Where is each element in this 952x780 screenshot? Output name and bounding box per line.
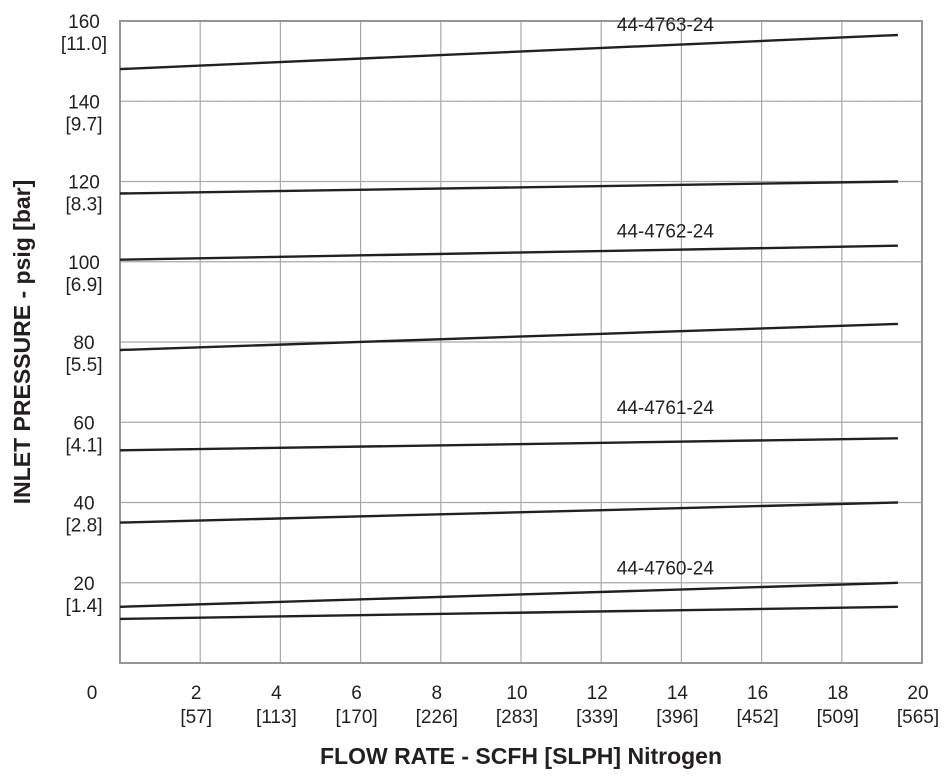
x-tick-label-metric: [170] xyxy=(335,707,377,728)
x-tick-label-metric: [226] xyxy=(416,707,458,728)
y-tick-label: 100 xyxy=(68,253,100,274)
series-annotations: 44-4763-24 44-4762-24 44-4761-24 44-4760-24 xyxy=(617,15,715,580)
x-tick-label-metric: [452] xyxy=(736,707,778,728)
x-tick-label: 0 xyxy=(87,683,98,704)
x-tick-label: 16 xyxy=(747,683,768,704)
series-label: 44-4760-24 xyxy=(617,559,715,580)
x-tick-label: 10 xyxy=(506,683,527,704)
x-tick-label-metric: [396] xyxy=(656,707,698,728)
series-label: 44-4762-24 xyxy=(617,222,715,243)
x-tick-label: 2 xyxy=(191,683,202,704)
y-tick-label-metric: [6.9] xyxy=(66,275,103,296)
y-tick-label-metric: [11.0] xyxy=(61,34,107,55)
y-tick-label-metric: [8.3] xyxy=(66,195,103,216)
series-line xyxy=(119,605,898,621)
y-tick-label: 160 xyxy=(68,12,100,33)
series-label: 44-4761-24 xyxy=(617,398,715,419)
grid-lines xyxy=(120,21,922,663)
x-axis-title: FLOW RATE - SCFH [SLPH] Nitrogen xyxy=(320,743,722,769)
series-line xyxy=(119,581,898,608)
series-label: 44-4763-24 xyxy=(617,15,715,36)
y-axis-title: INLET PRESSURE - psig [bar] xyxy=(9,180,35,505)
y-tick-label-metric: [4.1] xyxy=(66,435,103,456)
x-tick-label: 8 xyxy=(432,683,443,704)
x-tick-label-metric: [565] xyxy=(897,707,939,728)
y-tick-label-metric: [2.8] xyxy=(66,516,103,537)
series-line xyxy=(119,244,898,261)
plot-frame xyxy=(119,20,923,664)
x-tick-label-metric: [57] xyxy=(180,707,212,728)
series-line xyxy=(119,33,898,71)
x-tick-label: 12 xyxy=(587,683,608,704)
y-tick-label-metric: [5.5] xyxy=(66,355,103,376)
x-tick-label-metric: [283] xyxy=(496,707,538,728)
series-line xyxy=(119,180,898,195)
x-tick-label-metric: [509] xyxy=(817,707,859,728)
y-tick-label: 80 xyxy=(73,333,94,354)
y-tick-label: 60 xyxy=(73,413,94,434)
y-tick-label: 40 xyxy=(73,494,94,515)
x-tick-label: 20 xyxy=(907,683,928,704)
y-tick-label: 120 xyxy=(68,173,100,194)
y-tick-label-metric: [1.4] xyxy=(66,596,103,617)
series-line xyxy=(119,437,898,452)
y-axis-ticks: 20[1.4]40[2.8]60[4.1]80[5.5]100[6.9]120[… xyxy=(61,12,107,617)
x-tick-label: 6 xyxy=(351,683,362,704)
y-tick-label-metric: [9.7] xyxy=(66,114,103,135)
series-line xyxy=(119,322,898,352)
y-tick-label: 20 xyxy=(73,574,94,595)
x-tick-label: 4 xyxy=(271,683,282,704)
x-tick-label: 14 xyxy=(667,683,689,704)
x-axis-ticks: 0 2 [57] 4 [113] 6 [170] 8 [226] 10 [283] 12 [339] 14… xyxy=(87,683,939,728)
y-tick-label: 140 xyxy=(68,92,100,113)
series-lines xyxy=(119,33,898,621)
x-tick-label-metric: [113] xyxy=(256,707,297,728)
x-tick-label-metric: [339] xyxy=(576,707,618,728)
x-tick-label: 18 xyxy=(827,683,848,704)
series-line xyxy=(119,501,898,524)
